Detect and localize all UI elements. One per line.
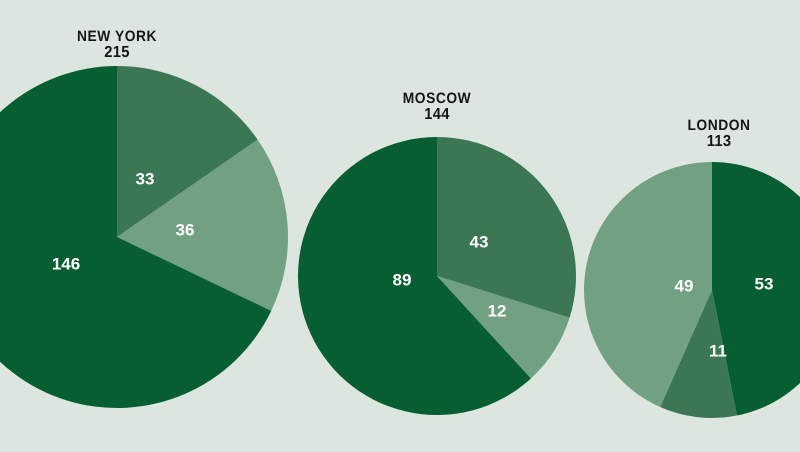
pie-total-label-moscow: 144 [424, 106, 450, 124]
pie-slice-value-london-53: 53 [755, 274, 774, 293]
pie-slice-value-new-york-33: 33 [136, 169, 155, 188]
pie-slice-new-york-33[interactable] [117, 66, 258, 237]
pie-slice-moscow-89[interactable] [298, 137, 531, 415]
pie-slice-london-49[interactable] [584, 162, 712, 408]
pie-slice-london-11[interactable] [660, 290, 737, 418]
pie-slice-new-york-146[interactable] [0, 66, 272, 408]
pie-title-new-york: NEW YORK 215 [73, 29, 160, 62]
pie-slice-moscow-12[interactable] [437, 276, 570, 379]
pie-slice-london-53[interactable] [712, 162, 800, 416]
pie-title-moscow: MOSCOW 144 [400, 91, 474, 124]
pie-slice-value-new-york-36: 36 [176, 220, 195, 239]
pie-chart-moscow: 43 12 89 [298, 137, 577, 415]
pie-slice-value-moscow-43: 43 [470, 232, 489, 251]
pie-slice-value-moscow-12: 12 [488, 301, 507, 320]
pie-total-label-london: 113 [706, 133, 732, 151]
pie-title-london: LONDON 113 [685, 118, 754, 151]
pie-slice-new-york-36[interactable] [117, 139, 289, 311]
pie-slice-value-new-york-146: 146 [52, 254, 80, 273]
pie-chart-new-york: 33 36 146 [0, 66, 289, 408]
pie-slice-value-london-11: 11 [709, 341, 727, 360]
pie-city-label-new-york: NEW YORK [76, 28, 158, 45]
pie-total-label-new-york: 215 [104, 44, 130, 62]
pie-slice-moscow-43[interactable] [437, 137, 577, 318]
pie-slice-value-london-49: 49 [675, 276, 694, 295]
pie-chart-london: 53 11 49 [584, 162, 800, 418]
pie-city-label-london: LONDON [687, 117, 751, 134]
pie-slice-value-moscow-89: 89 [393, 270, 412, 289]
pie-city-label-moscow: MOSCOW [402, 90, 472, 107]
